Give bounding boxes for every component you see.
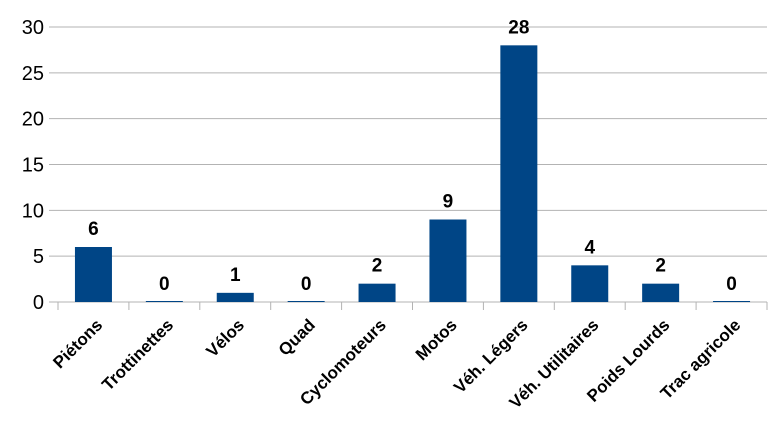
bar xyxy=(713,301,751,302)
y-tick-label: 25 xyxy=(22,63,44,85)
bar xyxy=(145,301,183,302)
data-label: 0 xyxy=(726,274,737,295)
y-tick-label: 30 xyxy=(22,17,44,39)
bar xyxy=(571,265,609,302)
x-category-label: Vélos xyxy=(203,315,249,361)
bar xyxy=(429,219,467,302)
data-label: 1 xyxy=(230,265,241,286)
x-category-label: Quad xyxy=(275,315,319,359)
data-label: 4 xyxy=(584,237,595,258)
bar xyxy=(642,283,680,302)
data-label: 6 xyxy=(88,219,99,240)
y-tick-label: 15 xyxy=(22,155,44,177)
bar xyxy=(287,301,325,302)
bar xyxy=(500,45,538,302)
bars xyxy=(74,45,751,302)
data-labels: 6 0 1 0 2 9 28 4 2 0 xyxy=(88,17,737,295)
data-label: 9 xyxy=(443,192,454,213)
x-category-label: Piétons xyxy=(49,315,106,372)
y-tick-label: 10 xyxy=(22,200,44,222)
gridlines xyxy=(49,26,768,310)
data-label: 0 xyxy=(159,274,170,295)
data-label: 2 xyxy=(655,256,666,277)
y-tick-label: 20 xyxy=(22,109,44,131)
data-label: 28 xyxy=(508,17,529,38)
data-label: 2 xyxy=(372,256,383,277)
data-label: 0 xyxy=(301,274,312,295)
x-category-label: Motos xyxy=(412,315,461,364)
bar xyxy=(74,247,112,302)
y-tick-label: 5 xyxy=(33,246,44,268)
x-category-label: Trottinettes xyxy=(98,315,177,394)
bar xyxy=(216,292,254,302)
bar xyxy=(358,283,396,302)
y-axis-ticks: 0 5 10 15 20 25 30 xyxy=(22,17,44,314)
y-tick-label: 0 xyxy=(33,292,44,314)
